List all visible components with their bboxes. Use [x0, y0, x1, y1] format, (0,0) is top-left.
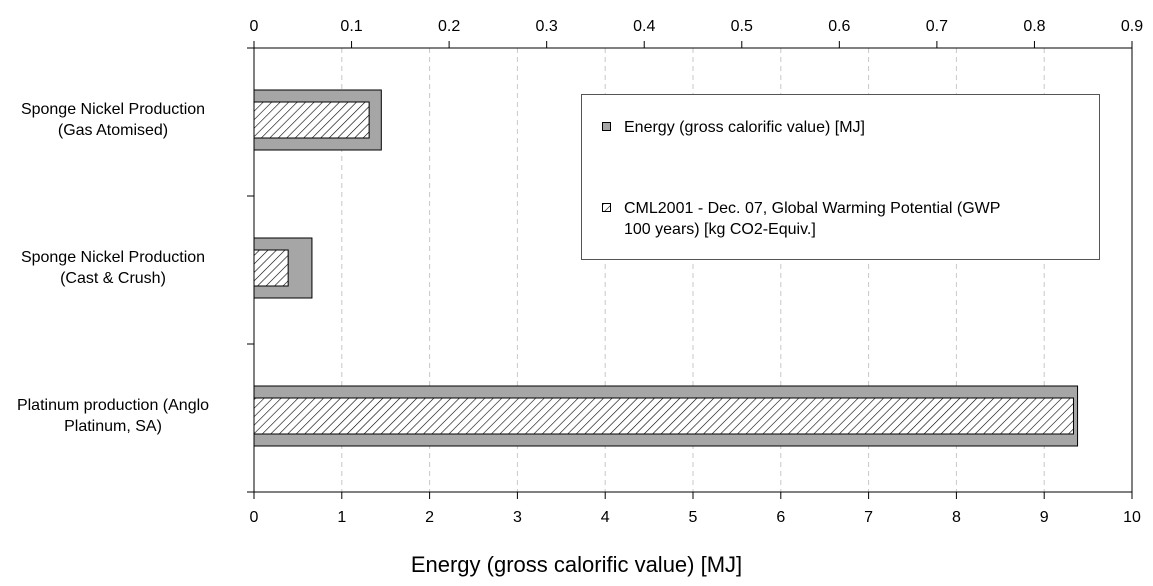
x-axis-title: Energy (gross calorific value) [MJ] — [410, 552, 743, 577]
x-top-tick-label-6: 0.6 — [828, 18, 850, 35]
legend-label-energy: Energy (gross calorific value) [MJ] — [624, 119, 865, 136]
category-label-2-line-1: Platinum, SA) — [64, 418, 162, 435]
x-bottom-tick-label-8: 8 — [952, 509, 961, 526]
hatch-pattern-icon — [603, 204, 610, 211]
legend-swatch-hatched-icon — [602, 203, 611, 212]
x-top-tick-label-2: 0.2 — [438, 18, 460, 35]
x-bottom-tick-label-4: 4 — [601, 509, 610, 526]
legend-swatch-solid-icon — [602, 122, 611, 131]
category-label-2-line-0: Platinum production (Anglo — [16, 397, 210, 414]
legend: Energy (gross calorific value) [MJ] CML2… — [581, 94, 1100, 260]
x-bottom-tick-label-3: 3 — [513, 509, 522, 526]
category-label-1-line-1: (Cast & Crush) — [60, 270, 166, 287]
legend-label-gwp-line-2: 100 years) [kg CO2-Equiv.] — [624, 221, 816, 238]
x-bottom-tick-label-7: 7 — [864, 509, 873, 526]
category-label-2: Platinum production (Anglo Platinum, SA) — [0, 395, 243, 437]
tick-labels: 0 1 2 3 4 5 6 7 8 9 10 0 0.1 0.2 0.3 0.4 0.5 0.6 0.7 0.8 0.9 — [250, 18, 1144, 526]
x-top-tick-label-3: 0.3 — [536, 18, 558, 35]
x-top-tick-label-4: 0.4 — [633, 18, 655, 35]
category-label-0: Sponge Nickel Production (Gas Atomised) — [0, 99, 243, 141]
x-top-tick-label-8: 0.8 — [1023, 18, 1045, 35]
x-top-tick-label-9: 0.9 — [1121, 18, 1143, 35]
bars — [253, 89, 1079, 447]
x-top-tick-label-5: 0.5 — [731, 18, 753, 35]
bar-gwp-2 — [253, 397, 1074, 435]
x-top-tick-label-7: 0.7 — [926, 18, 948, 35]
legend-label-gwp: CML2001 - Dec. 07, Global Warming Potent… — [624, 198, 1089, 240]
x-bottom-tick-label-5: 5 — [689, 509, 698, 526]
x-bottom-tick-label-9: 9 — [1040, 509, 1049, 526]
x-top-tick-label-1: 0.1 — [340, 18, 362, 35]
x-bottom-tick-label-6: 6 — [776, 509, 785, 526]
x-bottom-tick-label-1: 1 — [337, 509, 346, 526]
category-label-1: Sponge Nickel Production (Cast & Crush) — [0, 247, 243, 289]
legend-label-gwp-line-1: CML2001 - Dec. 07, Global Warming Potent… — [624, 200, 1001, 217]
x-bottom-tick-label-10: 10 — [1123, 509, 1141, 526]
x-bottom-tick-label-2: 2 — [425, 509, 434, 526]
x-top-tick-label-0: 0 — [250, 18, 259, 35]
bar-gwp-1 — [253, 249, 289, 287]
x-bottom-tick-label-0: 0 — [250, 509, 259, 526]
category-label-1-line-0: Sponge Nickel Production — [20, 249, 206, 266]
category-label-0-line-0: Sponge Nickel Production — [20, 101, 206, 118]
bar-gwp-0 — [253, 101, 370, 139]
category-label-0-line-1: (Gas Atomised) — [57, 122, 169, 139]
